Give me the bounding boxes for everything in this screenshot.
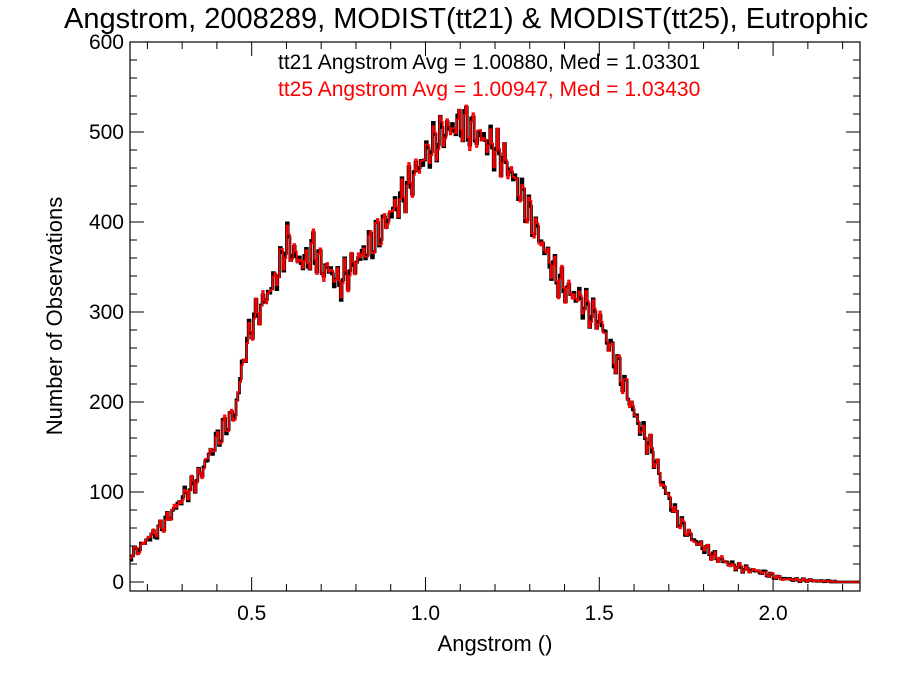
annotation-tt21-stats: tt21 Angstrom Avg = 1.00880, Med = 1.033… — [278, 51, 700, 74]
tick-labels: 0.5 1.0 1.5 2.0 0 100 200 300 400 500 600 — [89, 31, 788, 625]
y-tick-label: 200 — [89, 391, 124, 414]
series-line-1 — [130, 104, 860, 583]
x-axis-label: Angstrom () — [438, 631, 553, 656]
y-tick-label: 600 — [89, 31, 124, 54]
y-axis-label: Number of Observations — [42, 197, 67, 435]
annotation-tt25-stats: tt25 Angstrom Avg = 1.00947, Med = 1.034… — [278, 78, 700, 101]
plot-frame — [129, 41, 861, 592]
y-tick-label: 300 — [89, 301, 124, 324]
x-tick-label: 1.0 — [411, 602, 440, 625]
axis-ticks — [130, 41, 860, 591]
y-tick-label: 0 — [112, 571, 124, 594]
y-tick-label: 100 — [89, 481, 124, 504]
chart-title: Angstrom, 2008289, MODIST(tt21) & MODIST… — [64, 3, 868, 35]
series-group — [130, 104, 860, 584]
x-tick-label: 2.0 — [758, 602, 787, 625]
x-tick-label: 0.5 — [237, 602, 266, 625]
y-tick-label: 500 — [89, 121, 124, 144]
plot-area — [129, 41, 861, 592]
x-tick-label: 1.5 — [585, 602, 614, 625]
y-tick-label: 400 — [89, 211, 124, 234]
series-line-0 — [130, 105, 860, 584]
